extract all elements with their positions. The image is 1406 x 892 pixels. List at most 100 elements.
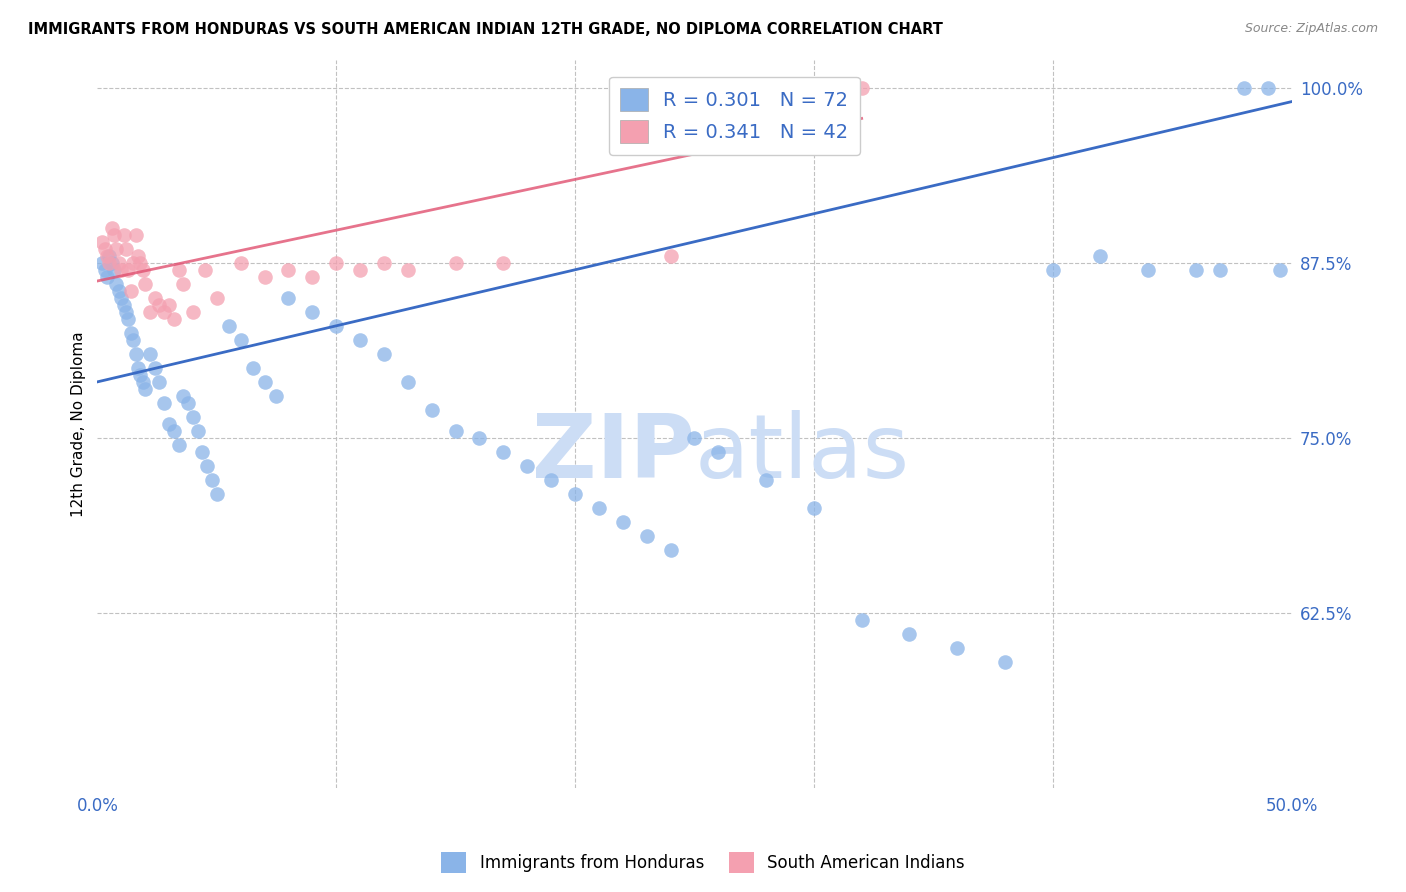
Point xyxy=(127,360,149,375)
Point xyxy=(105,242,128,256)
Point xyxy=(127,249,149,263)
Point xyxy=(683,431,706,445)
Legend: Immigrants from Honduras, South American Indians: Immigrants from Honduras, South American… xyxy=(434,846,972,880)
Point xyxy=(349,333,371,347)
Point xyxy=(1209,262,1232,277)
Point xyxy=(98,249,121,263)
Point xyxy=(105,277,128,291)
Point xyxy=(122,256,145,270)
Point xyxy=(205,487,228,501)
Point xyxy=(277,291,299,305)
Point xyxy=(588,500,610,515)
Point xyxy=(103,227,125,242)
Point xyxy=(492,256,515,270)
Point xyxy=(132,375,155,389)
Point xyxy=(129,368,152,382)
Point xyxy=(755,473,778,487)
Point xyxy=(1042,262,1064,277)
Point xyxy=(1233,80,1256,95)
Point xyxy=(148,375,170,389)
Point xyxy=(205,291,228,305)
Point xyxy=(122,333,145,347)
Point xyxy=(110,291,132,305)
Text: ZIP: ZIP xyxy=(531,409,695,497)
Point xyxy=(117,311,139,326)
Point xyxy=(115,242,138,256)
Point xyxy=(181,305,204,319)
Point xyxy=(266,389,288,403)
Point xyxy=(612,515,634,529)
Point xyxy=(177,396,200,410)
Point xyxy=(129,256,152,270)
Point xyxy=(143,291,166,305)
Point xyxy=(994,655,1017,669)
Point xyxy=(115,305,138,319)
Point xyxy=(167,438,190,452)
Point xyxy=(229,333,252,347)
Point xyxy=(163,311,186,326)
Point xyxy=(707,445,730,459)
Point xyxy=(851,613,873,627)
Point xyxy=(153,305,176,319)
Point xyxy=(143,360,166,375)
Point xyxy=(564,487,586,501)
Point xyxy=(167,262,190,277)
Point xyxy=(172,277,194,291)
Point xyxy=(108,256,131,270)
Point xyxy=(444,256,467,270)
Legend: R = 0.301   N = 72, R = 0.341   N = 42: R = 0.301 N = 72, R = 0.341 N = 42 xyxy=(609,77,860,154)
Point xyxy=(93,262,115,277)
Point xyxy=(124,347,146,361)
Point xyxy=(103,262,125,277)
Point xyxy=(396,262,419,277)
Point xyxy=(468,431,491,445)
Point xyxy=(659,543,682,558)
Point xyxy=(1268,262,1291,277)
Text: atlas: atlas xyxy=(695,409,910,497)
Point xyxy=(803,500,825,515)
Point xyxy=(134,277,156,291)
Point xyxy=(1257,80,1279,95)
Point xyxy=(91,256,114,270)
Point xyxy=(93,242,115,256)
Point xyxy=(120,284,142,298)
Point xyxy=(112,298,135,312)
Point xyxy=(253,375,276,389)
Point xyxy=(898,627,921,641)
Point xyxy=(636,529,658,543)
Point xyxy=(124,227,146,242)
Point xyxy=(172,389,194,403)
Point xyxy=(96,269,118,284)
Point xyxy=(195,458,218,473)
Text: Source: ZipAtlas.com: Source: ZipAtlas.com xyxy=(1244,22,1378,36)
Point xyxy=(301,269,323,284)
Point xyxy=(201,473,224,487)
Point xyxy=(325,256,347,270)
Point xyxy=(1090,249,1112,263)
Text: IMMIGRANTS FROM HONDURAS VS SOUTH AMERICAN INDIAN 12TH GRADE, NO DIPLOMA CORRELA: IMMIGRANTS FROM HONDURAS VS SOUTH AMERIC… xyxy=(28,22,943,37)
Point xyxy=(242,360,264,375)
Point xyxy=(139,305,162,319)
Point xyxy=(492,445,515,459)
Point xyxy=(139,347,162,361)
Point xyxy=(96,249,118,263)
Point xyxy=(163,424,186,438)
Point xyxy=(120,326,142,340)
Point xyxy=(946,641,969,656)
Point xyxy=(325,318,347,333)
Point xyxy=(187,424,209,438)
Point xyxy=(373,256,395,270)
Point xyxy=(153,396,176,410)
Point xyxy=(373,347,395,361)
Point xyxy=(253,269,276,284)
Point xyxy=(134,382,156,396)
Point xyxy=(1185,262,1208,277)
Point xyxy=(117,262,139,277)
Point xyxy=(91,235,114,249)
Point xyxy=(100,256,122,270)
Point xyxy=(396,375,419,389)
Point xyxy=(851,80,873,95)
Point xyxy=(110,262,132,277)
Point xyxy=(157,417,180,431)
Point xyxy=(349,262,371,277)
